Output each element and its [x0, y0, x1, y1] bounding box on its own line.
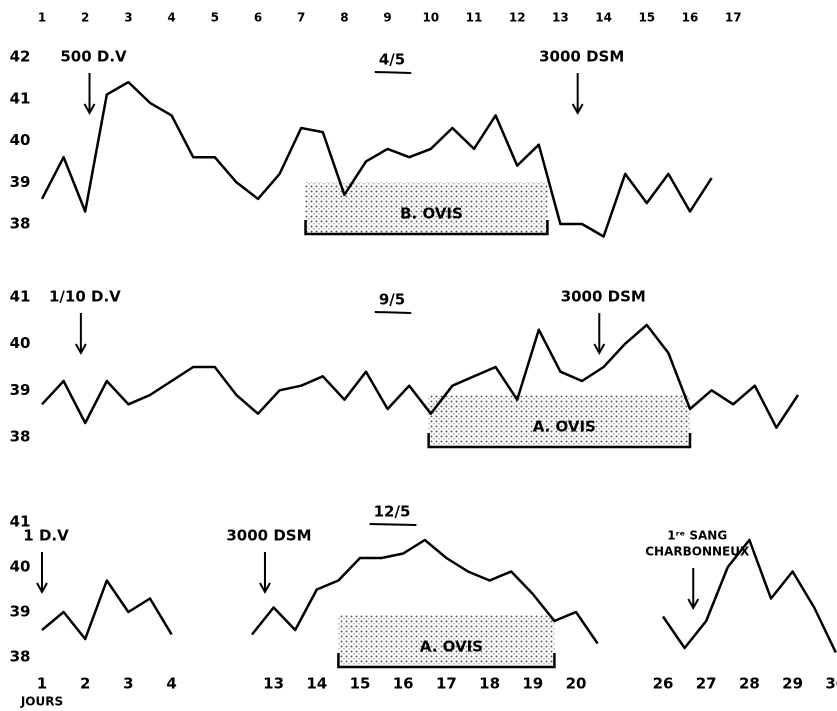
arrow-head [75, 343, 87, 356]
bracket [304, 220, 549, 236]
annotation-text: 3000 DSM [226, 527, 311, 545]
temperature-line [41, 323, 800, 429]
x-tick-label: 2 [80, 675, 90, 693]
x-tick-label: 17 [725, 11, 742, 25]
y-tick-label: 38 [10, 428, 31, 446]
x-tick-label: 13 [552, 11, 569, 25]
y-tick-label: 41 [10, 288, 31, 306]
title-underline [369, 523, 417, 526]
bracket-label: B. OVIS [400, 205, 463, 223]
x-tick-label: 11 [466, 11, 483, 25]
annotation-text: CHARBONNEUX [645, 545, 750, 559]
panel-title: 4/5 [379, 51, 405, 69]
y-tick-label: 39 [10, 173, 31, 191]
title-underline [374, 71, 412, 74]
x-tick-label: 20 [566, 675, 587, 693]
x-tick-label: 18 [479, 675, 500, 693]
bracket-label: A. OVIS [420, 638, 483, 656]
annotation-text: 500 D.V [60, 48, 127, 66]
y-tick-label: 40 [10, 334, 31, 352]
annotation-text: 3000 DSM [561, 288, 646, 306]
x-tick-label: 13 [263, 675, 284, 693]
bracket [337, 653, 556, 669]
x-tick-label: 19 [522, 675, 543, 693]
y-tick-label: 41 [10, 89, 31, 107]
x-tick-label: 2 [81, 11, 89, 25]
y-tick-label: 40 [10, 131, 31, 149]
y-tick-label: 39 [10, 381, 31, 399]
x-tick-label: 15 [638, 11, 655, 25]
x-tick-label: 30 [825, 675, 837, 693]
panel-title: 9/5 [379, 291, 405, 309]
y-tick-label: 40 [10, 558, 31, 576]
x-tick-label: 8 [340, 11, 348, 25]
x-tick-label: 9 [383, 11, 391, 25]
x-tick-label: 27 [696, 675, 717, 693]
x-tick-label: 5 [211, 11, 219, 25]
x-axis-label: JOURS [20, 695, 63, 709]
x-tick-label: 16 [682, 11, 699, 25]
x-tick-label: 3 [124, 11, 132, 25]
temperature-line [251, 538, 599, 645]
x-tick-label: 29 [782, 675, 803, 693]
x-tick-label: 3 [123, 675, 133, 693]
panel-title: 12/5 [374, 503, 411, 521]
bracket-label: A. OVIS [533, 418, 596, 436]
temperature-line [661, 538, 837, 654]
annotation-text: 1 D.V [23, 527, 69, 545]
arrow-head [36, 582, 48, 595]
x-tick-label: 4 [167, 11, 175, 25]
y-tick-label: 41 [10, 513, 31, 531]
y-tick-label: 42 [10, 48, 31, 66]
x-tick-label: 26 [653, 675, 674, 693]
arrow-head [571, 103, 584, 116]
arrow-head [83, 103, 96, 116]
y-tick-label: 39 [10, 603, 31, 621]
shaded-period [338, 615, 555, 667]
x-tick-label: 1 [38, 11, 46, 25]
y-tick-label: 38 [10, 215, 31, 233]
annotation-text: 1ʳᵉ SANG [667, 529, 727, 543]
x-tick-label: 17 [436, 675, 457, 693]
x-tick-label: 4 [166, 675, 176, 693]
temperature-line [41, 579, 173, 641]
arrow-head [687, 598, 700, 611]
bracket [427, 433, 692, 449]
x-tick-label: 6 [254, 11, 262, 25]
y-tick-label: 38 [10, 648, 31, 666]
temperature-line [40, 80, 713, 238]
x-tick-label: 28 [739, 675, 760, 693]
title-underline [374, 311, 412, 314]
shaded-period [428, 395, 690, 447]
x-tick-label: 15 [350, 675, 371, 693]
x-tick-label: 10 [422, 11, 439, 25]
x-tick-label: 16 [393, 675, 414, 693]
x-tick-label: 14 [595, 11, 612, 25]
annotation-text: 1/10 D.V [49, 288, 121, 306]
annotation-text: 3000 DSM [539, 48, 624, 66]
arrow-head [259, 582, 271, 595]
x-tick-label: 7 [297, 11, 305, 25]
x-tick-label: 1 [37, 675, 47, 693]
arrow-head [593, 343, 606, 356]
x-tick-label: 12 [509, 11, 526, 25]
x-tick-label: 14 [306, 675, 327, 693]
